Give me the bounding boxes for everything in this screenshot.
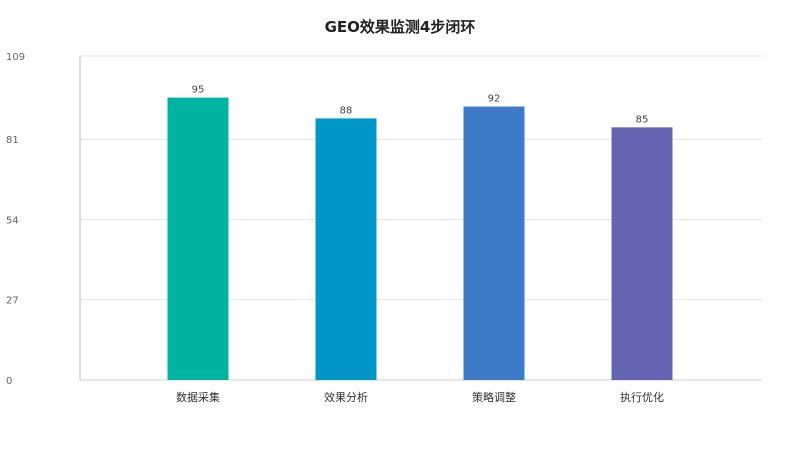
x-axis-category-labels: 数据采集 效果分析 策略调整 执行优化	[176, 390, 664, 404]
chart-title: GEO效果监测4步闭环	[325, 18, 476, 36]
y-tick-label: 0	[6, 376, 12, 387]
y-axis-tick-labels: 0 27 54 81 109	[6, 52, 25, 387]
data-label: 95	[192, 85, 205, 96]
bar-1	[167, 97, 229, 380]
x-category-label: 效果分析	[324, 390, 368, 404]
bar-2	[315, 118, 377, 380]
data-label: 88	[340, 105, 353, 116]
x-category-label: 数据采集	[176, 390, 220, 404]
y-tick-label: 81	[6, 135, 19, 146]
bar-3	[463, 106, 525, 381]
x-category-label: 策略调整	[472, 390, 516, 404]
data-labels: 95 88 92 85	[192, 85, 649, 126]
data-label: 92	[488, 94, 501, 105]
data-label: 85	[636, 114, 649, 125]
x-category-label: 执行优化	[620, 390, 664, 404]
y-tick-label: 54	[6, 215, 19, 226]
bar-4	[611, 127, 673, 380]
y-tick-label: 109	[6, 52, 25, 63]
y-tick-label: 27	[6, 296, 19, 307]
bars	[167, 97, 673, 381]
